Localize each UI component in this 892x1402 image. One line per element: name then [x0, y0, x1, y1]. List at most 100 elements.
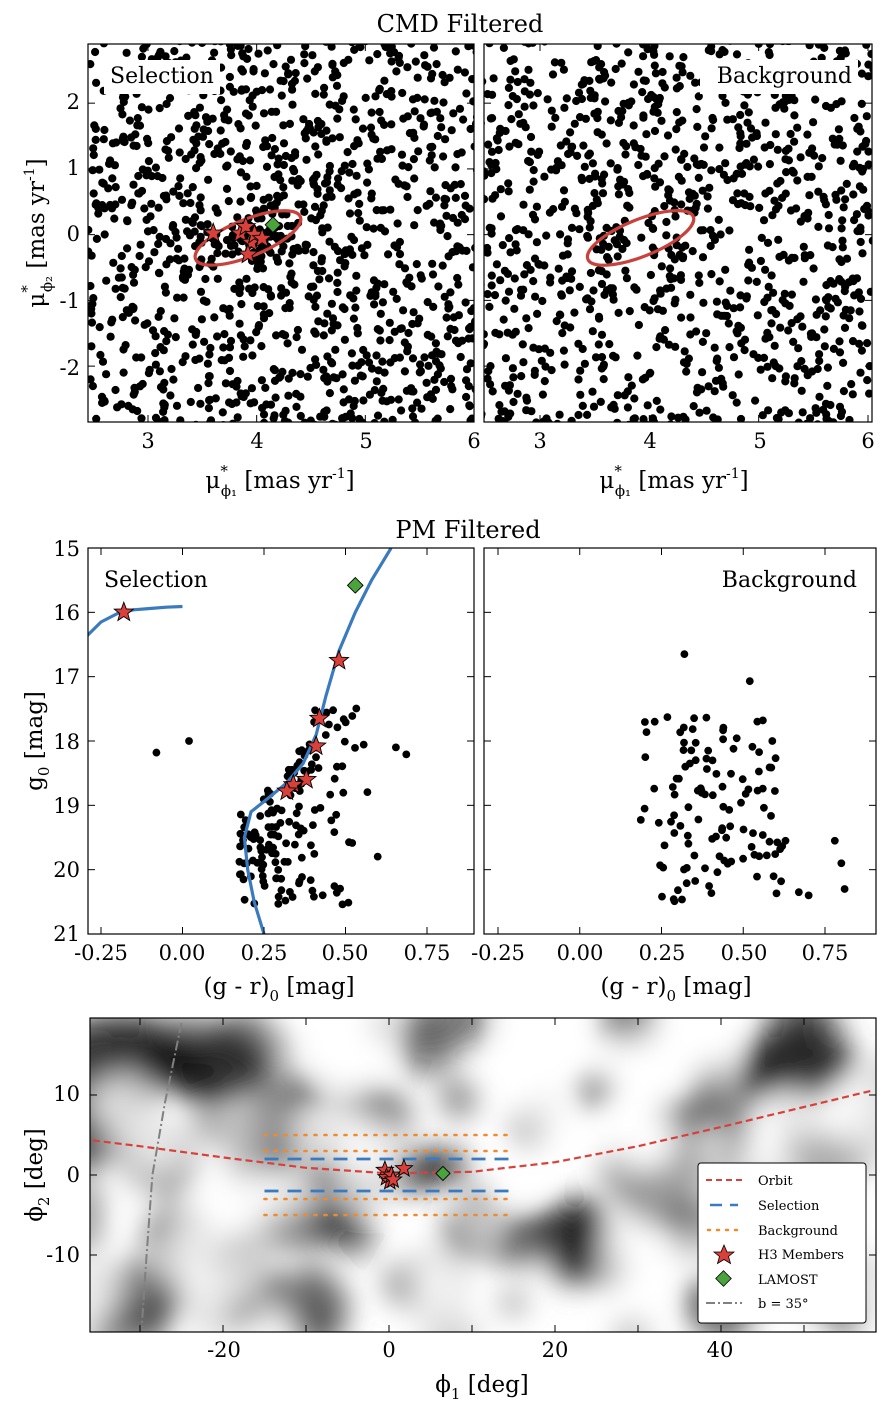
data-point	[359, 396, 368, 405]
data-point	[499, 315, 508, 324]
data-point	[283, 221, 292, 231]
data-point	[629, 139, 638, 148]
data-point	[335, 133, 344, 142]
data-point	[737, 339, 746, 348]
data-point	[593, 128, 602, 137]
data-point	[613, 165, 622, 174]
data-point	[345, 168, 354, 177]
data-point	[390, 48, 399, 57]
xtick-label: -0.25	[471, 941, 525, 965]
data-point	[519, 358, 528, 367]
data-point	[800, 364, 809, 373]
data-point	[629, 121, 638, 130]
data-point	[542, 231, 551, 240]
data-point	[346, 409, 355, 418]
data-point	[233, 213, 242, 222]
data-point	[797, 386, 806, 395]
ytick-label: 10	[53, 1082, 80, 1106]
data-point	[698, 337, 708, 346]
data-point	[735, 143, 744, 153]
data-point	[122, 48, 131, 57]
pm-selection-ylabel: g0 [mag]	[22, 691, 53, 791]
data-point	[760, 297, 769, 307]
data-point	[390, 327, 399, 336]
ytick-label: 18	[53, 730, 80, 754]
data-point	[431, 339, 440, 348]
data-point	[414, 147, 423, 156]
data-point	[744, 276, 753, 285]
data-point	[277, 284, 286, 293]
data-point	[538, 296, 547, 306]
data-point	[389, 287, 398, 296]
data-point	[446, 184, 455, 193]
data-point	[766, 140, 775, 150]
data-point	[408, 354, 418, 363]
data-point	[422, 378, 431, 387]
data-point	[611, 64, 620, 74]
data-point	[239, 335, 248, 344]
data-point	[650, 61, 659, 70]
data-point	[858, 249, 867, 258]
xtick-label: 4	[250, 429, 263, 453]
data-point	[504, 83, 513, 92]
data-point	[624, 48, 633, 57]
data-point	[314, 764, 323, 772]
data-point	[763, 238, 773, 247]
data-point	[130, 387, 139, 396]
data-point	[724, 319, 733, 328]
data-point	[491, 191, 500, 200]
data-point	[297, 853, 306, 862]
data-point	[534, 259, 543, 269]
density-blob	[90, 1179, 108, 1226]
data-point	[264, 823, 273, 831]
data-point	[100, 125, 109, 135]
data-point	[610, 236, 619, 245]
data-point	[272, 823, 280, 831]
data-point	[534, 345, 544, 354]
data-point	[793, 123, 802, 132]
density-blob	[624, 1131, 665, 1172]
data-point	[674, 413, 683, 422]
data-point	[694, 815, 703, 824]
data-point	[256, 836, 265, 844]
data-point	[711, 376, 721, 385]
data-point	[442, 313, 451, 322]
data-point	[857, 69, 867, 78]
lamost-marker	[435, 1165, 451, 1182]
data-point	[529, 166, 538, 175]
data-point	[242, 172, 251, 181]
data-point	[840, 323, 850, 332]
data-point	[829, 279, 838, 288]
data-point	[809, 118, 818, 127]
data-point	[660, 152, 669, 161]
density-blob	[506, 1018, 576, 1058]
data-point	[162, 337, 171, 346]
data-point	[665, 52, 674, 61]
data-point	[729, 353, 739, 362]
data-point	[734, 321, 743, 330]
data-point	[835, 348, 845, 357]
data-point	[821, 399, 831, 408]
h3-member-star	[251, 227, 273, 248]
data-point	[437, 123, 446, 132]
data-point	[91, 47, 100, 57]
data-point	[410, 174, 419, 183]
data-point	[188, 44, 196, 47]
density-blob	[151, 1232, 208, 1289]
density-blob	[141, 1028, 272, 1098]
data-point	[522, 314, 531, 323]
data-point	[225, 311, 234, 320]
data-point	[644, 218, 653, 228]
data-point	[574, 88, 584, 97]
data-point	[545, 208, 555, 217]
legend-h3-star	[712, 1243, 736, 1265]
data-point	[715, 143, 724, 152]
data-point	[383, 146, 392, 155]
data-point	[811, 404, 820, 413]
density-blob	[500, 1289, 527, 1316]
data-point	[332, 81, 342, 90]
data-point	[774, 201, 783, 210]
data-point	[382, 397, 391, 406]
data-point	[154, 239, 163, 249]
